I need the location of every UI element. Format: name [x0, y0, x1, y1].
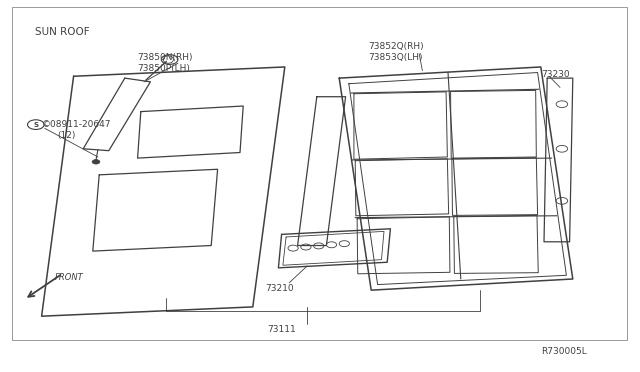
Text: 73111: 73111 — [268, 325, 296, 334]
Circle shape — [92, 160, 100, 164]
Text: 73850P(LH): 73850P(LH) — [138, 64, 191, 73]
Bar — [12, 7, 627, 340]
Text: 73210: 73210 — [266, 284, 294, 293]
Text: SUN ROOF: SUN ROOF — [35, 27, 90, 36]
Text: FRONT: FRONT — [54, 273, 83, 282]
Text: R730005L: R730005L — [541, 347, 586, 356]
Text: 73853Q(LH): 73853Q(LH) — [368, 53, 422, 62]
Text: 73230: 73230 — [541, 70, 570, 79]
Text: (12): (12) — [58, 131, 76, 140]
Text: S: S — [33, 122, 38, 128]
Text: 73850N(RH): 73850N(RH) — [138, 53, 193, 62]
Text: ©08911-20647: ©08911-20647 — [42, 120, 111, 129]
Text: 73852Q(RH): 73852Q(RH) — [368, 42, 424, 51]
